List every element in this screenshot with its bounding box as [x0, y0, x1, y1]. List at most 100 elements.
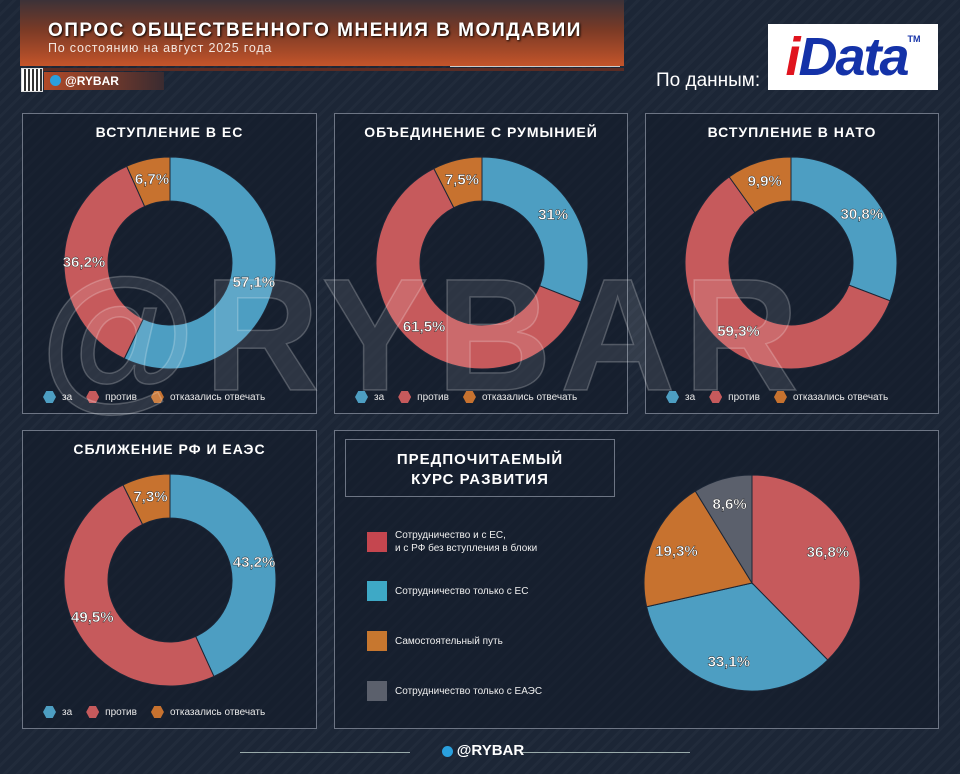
legend-label: за	[685, 391, 696, 403]
legend-swatch	[367, 581, 387, 601]
slice-1	[375, 167, 582, 370]
legend-label: за	[62, 391, 73, 403]
hexagon-icon	[666, 391, 679, 403]
chart-title: ВСТУПЛЕНИЕ В НАТО	[707, 124, 877, 140]
legend-item: против	[86, 391, 137, 403]
data-label: 59,3%	[717, 323, 760, 340]
slice-0	[481, 156, 589, 303]
slice-1	[63, 165, 146, 360]
legend-label: за	[374, 391, 385, 403]
legend-item: Самостоятельный путь	[367, 631, 503, 651]
data-label: 7,3%	[133, 488, 167, 505]
legend-label: Сотрудничество только с ЕС	[395, 585, 529, 597]
header-banner: ОПРОС ОБЩЕСТВЕННОГО МНЕНИЯ В МОЛДАВИИ По…	[20, 0, 624, 66]
legend-label: отказались отвечать	[792, 391, 889, 403]
divider	[520, 752, 690, 753]
legend-label: против	[417, 391, 449, 403]
legend-label: Сотрудничество и с ЕС,	[395, 530, 506, 541]
slice-1	[646, 582, 829, 692]
slice-2	[122, 473, 171, 526]
legend-label: против	[728, 391, 760, 403]
data-label: 30,8%	[841, 206, 884, 223]
legend-item: за	[355, 391, 384, 403]
legend-item: отказались отвечать	[150, 706, 266, 718]
data-label: 49,5%	[71, 609, 114, 626]
data-label: 61,5%	[403, 319, 446, 336]
divider	[450, 66, 620, 67]
legend-label: отказались отвечать	[169, 391, 266, 403]
slice-0	[123, 156, 277, 370]
hexagon-icon	[150, 391, 164, 403]
hexagon-icon	[86, 391, 100, 403]
hexagon-icon	[43, 391, 56, 403]
slice-2	[643, 490, 753, 608]
legend-item: Сотрудничество только с ЕС	[367, 581, 528, 601]
title-line: КУРС РАЗВИТИЯ	[411, 471, 549, 488]
data-label: 33,1%	[708, 654, 751, 671]
idata-logo: iDataTM	[768, 24, 938, 90]
legend-label: отказались отвечать	[169, 706, 266, 718]
legend-swatch	[367, 631, 387, 651]
data-label: 43,2%	[233, 554, 276, 571]
slice-1	[63, 484, 215, 687]
chart-title: ПРЕДПОЧИТАЕМЫЙ КУРС РАЗВИТИЯ	[345, 439, 615, 497]
title-line: ПРЕДПОЧИТАЕМЫЙ	[396, 451, 564, 468]
legend-label: Сотрудничество только с ЕАЭС	[395, 685, 543, 697]
data-label: 8,6%	[713, 496, 747, 513]
legend: за против отказались отвечать	[43, 391, 265, 403]
hexagon-icon	[773, 391, 787, 403]
legend-item: за	[43, 391, 72, 403]
legend-item: против	[86, 706, 137, 718]
qr-code-icon	[21, 68, 43, 92]
legend-item: против	[398, 391, 449, 403]
footer-brand: @RYBAR	[0, 742, 960, 759]
legend-label: Самостоятельный путь	[395, 635, 503, 647]
data-label: 36,2%	[63, 254, 106, 271]
data-label: 36,8%	[807, 544, 850, 561]
brand-name: @RYBAR	[65, 73, 119, 88]
hexagon-icon	[709, 391, 723, 403]
telegram-icon	[50, 75, 61, 87]
data-label: 6,7%	[135, 171, 169, 188]
brand-name: @RYBAR	[456, 742, 525, 759]
hexagon-icon	[43, 706, 56, 718]
data-label: 7,5%	[445, 171, 479, 188]
legend-item: отказались отвечать	[150, 391, 266, 403]
hexagon-icon	[398, 391, 412, 403]
legend-label: против	[105, 391, 137, 403]
slice-0	[790, 156, 898, 302]
divider	[40, 68, 624, 71]
legend-label: отказались отвечать	[481, 391, 578, 403]
slice-2	[433, 156, 483, 209]
hexagon-icon	[462, 391, 476, 403]
legend-swatch	[367, 532, 387, 552]
legend-item: отказались отвечать	[462, 391, 578, 403]
chart-title: ВСТУПЛЕНИЕ В ЕС	[95, 124, 244, 140]
divider	[240, 752, 410, 753]
hexagon-icon	[355, 391, 368, 403]
slice-3	[694, 474, 753, 585]
data-label: 19,3%	[655, 543, 698, 560]
page-subtitle: По состоянию на август 2025 года	[48, 41, 273, 55]
legend-item: Сотрудничество и с ЕС, и с РФ без вступле…	[367, 529, 537, 555]
legend-item: Сотрудничество только с ЕАЭС	[367, 681, 542, 701]
legend-label: против	[105, 706, 137, 718]
legend-item: против	[709, 391, 760, 403]
telegram-icon	[441, 745, 453, 757]
legend: за против отказались отвечать	[666, 391, 888, 403]
legend-label: за	[62, 706, 73, 718]
hexagon-icon	[150, 706, 164, 718]
source-label: По данным:	[656, 70, 761, 91]
data-label: 57,1%	[233, 274, 276, 291]
legend-item: отказались отвечать	[773, 391, 889, 403]
chart-title: СБЛИЖЕНИЕ РФ И ЕАЭС	[73, 441, 266, 457]
data-label: 9,9%	[748, 173, 782, 190]
legend-item: за	[666, 391, 695, 403]
legend: за против отказались отвечать	[355, 391, 577, 403]
hexagon-icon	[86, 706, 100, 718]
legend-swatch	[367, 681, 387, 701]
data-label: 31%	[538, 207, 568, 224]
slice-2	[728, 156, 792, 214]
slice-1	[684, 176, 891, 370]
